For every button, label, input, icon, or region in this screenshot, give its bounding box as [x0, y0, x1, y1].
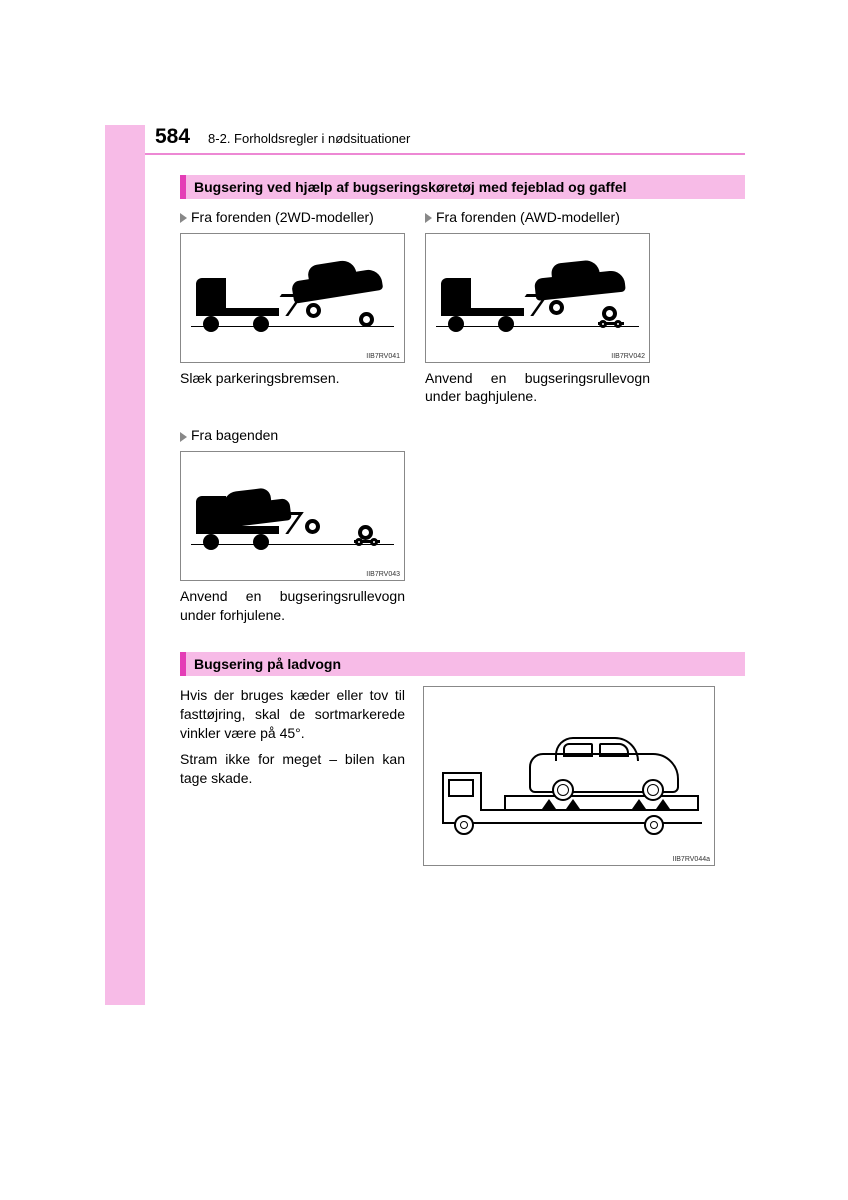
page-content: 584 8-2. Forholdsregler i nødsituationer…: [105, 125, 745, 866]
triangle-icon: [180, 213, 187, 223]
illustration-2wd: IIB7RV041: [180, 233, 405, 363]
caption: Slæk parkeringsbremsen.: [180, 369, 405, 387]
header-rule: [145, 153, 745, 155]
body-text-2: Stram ikke for meget – bilen kan tage sk…: [180, 750, 405, 788]
image-id: IIB7RV041: [366, 353, 400, 360]
item-label: Fra forenden (AWD-modeller): [425, 209, 650, 225]
image-id: IIB7RV043: [366, 571, 400, 578]
image-id: IIB7RV044a: [672, 856, 710, 863]
section2-heading: Bugsering på ladvogn: [105, 652, 745, 676]
illustration-flatbed: IIB7RV044a: [423, 686, 715, 866]
illustration-rear: IIB7RV043: [180, 451, 405, 581]
page-header: 584 8-2. Forholdsregler i nødsituationer: [105, 125, 745, 149]
item-2wd: Fra forenden (2WD-modeller): [180, 209, 405, 405]
triangle-icon: [180, 432, 187, 442]
section2-text-col: Hvis der bruges kæder eller tov til fast…: [180, 686, 405, 796]
section1-heading: Bugsering ved hjælp af bugseringskøretøj…: [180, 175, 745, 199]
item-label: Fra bagenden: [180, 427, 405, 443]
item-rear: Fra bagenden: [180, 427, 405, 623]
item-awd: Fra forenden (AWD-modeller): [425, 209, 650, 405]
body-text-1: Hvis der bruges kæder eller tov til fast…: [180, 686, 405, 743]
caption: Anvend en bugseringsrullevogn under bagh…: [425, 369, 650, 405]
page-number: 584: [155, 125, 190, 149]
illustration-awd: IIB7RV042: [425, 233, 650, 363]
image-id: IIB7RV042: [611, 353, 645, 360]
section1-heading-text: Bugsering ved hjælp af bugseringskøretøj…: [186, 175, 745, 199]
caption: Anvend en bugseringsrullevogn under forh…: [180, 587, 405, 623]
section-label: 8-2. Forholdsregler i nødsituationer: [208, 131, 410, 146]
triangle-icon: [425, 213, 432, 223]
section2-heading-text: Bugsering på ladvogn: [186, 652, 745, 676]
item-label: Fra forenden (2WD-modeller): [180, 209, 405, 225]
